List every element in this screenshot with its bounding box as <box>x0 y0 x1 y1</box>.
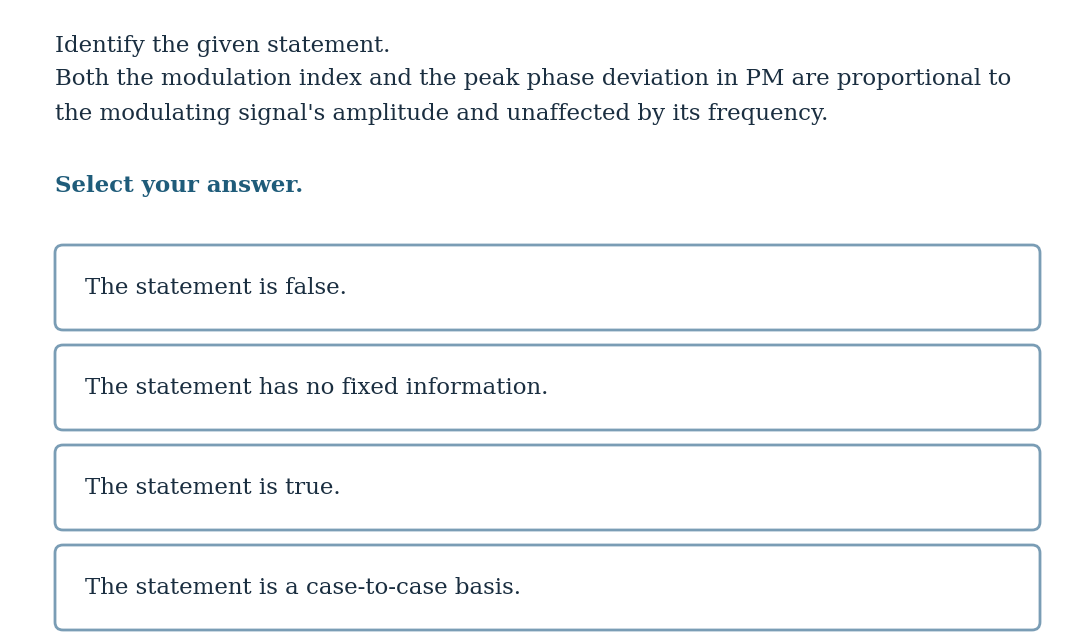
Text: The statement is true.: The statement is true. <box>85 477 341 498</box>
Text: The statement is a case-to-case basis.: The statement is a case-to-case basis. <box>85 576 521 599</box>
Text: Both the modulation index and the peak phase deviation in PM are proportional to: Both the modulation index and the peak p… <box>55 68 1011 90</box>
Text: The statement is false.: The statement is false. <box>85 277 347 298</box>
Text: Select your answer.: Select your answer. <box>55 175 303 197</box>
FancyBboxPatch shape <box>55 545 1040 630</box>
Text: Identify the given statement.: Identify the given statement. <box>55 35 390 57</box>
FancyBboxPatch shape <box>55 445 1040 530</box>
FancyBboxPatch shape <box>55 245 1040 330</box>
FancyBboxPatch shape <box>55 345 1040 430</box>
Text: the modulating signal's amplitude and unaffected by its frequency.: the modulating signal's amplitude and un… <box>55 103 828 125</box>
Text: The statement has no fixed information.: The statement has no fixed information. <box>85 376 549 399</box>
